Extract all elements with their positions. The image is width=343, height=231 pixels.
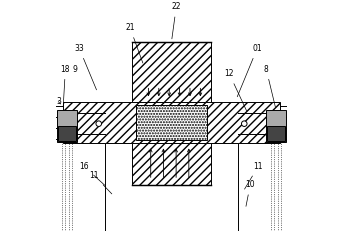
Text: 18: 18 bbox=[61, 65, 70, 107]
Bar bbox=[267, 126, 285, 141]
Bar bbox=[266, 110, 286, 142]
Bar bbox=[132, 143, 211, 185]
Text: 11: 11 bbox=[90, 171, 112, 194]
Bar bbox=[63, 102, 280, 143]
Bar bbox=[105, 143, 238, 231]
Text: 21: 21 bbox=[125, 23, 143, 63]
Text: 22: 22 bbox=[172, 3, 181, 39]
Text: 8: 8 bbox=[264, 65, 275, 107]
Bar bbox=[58, 126, 76, 141]
Bar bbox=[132, 42, 211, 102]
Text: 9: 9 bbox=[72, 65, 77, 74]
Circle shape bbox=[96, 121, 102, 126]
Text: 33: 33 bbox=[74, 44, 96, 90]
Text: 10: 10 bbox=[246, 180, 255, 206]
Bar bbox=[57, 110, 77, 142]
Circle shape bbox=[241, 121, 247, 126]
Text: 11: 11 bbox=[245, 162, 263, 189]
Text: 3: 3 bbox=[56, 97, 61, 106]
Text: 01: 01 bbox=[237, 44, 262, 97]
Bar bbox=[136, 105, 207, 140]
Text: 12: 12 bbox=[225, 70, 247, 111]
Text: 16: 16 bbox=[79, 162, 105, 185]
